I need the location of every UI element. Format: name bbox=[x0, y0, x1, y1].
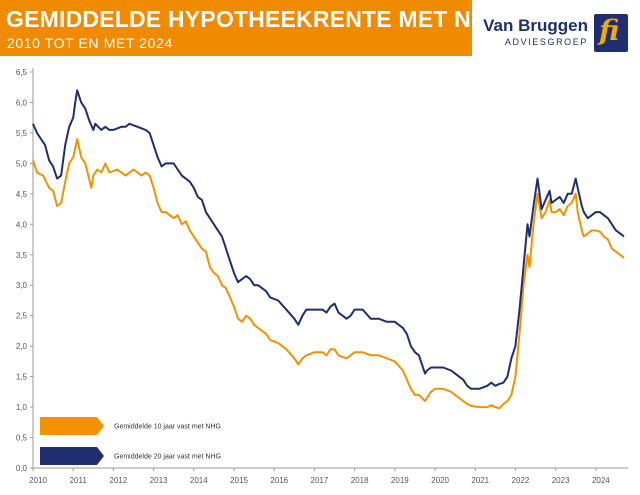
y-tick-label: 3,0 bbox=[16, 281, 28, 290]
x-tick-label: 2023 bbox=[552, 476, 570, 485]
y-tick-label: 1,0 bbox=[16, 403, 28, 412]
brand-block: Van Bruggen ADVIESGROEP bbox=[482, 16, 590, 48]
y-tick-label: 2,5 bbox=[16, 312, 28, 321]
x-tick-label: 2010 bbox=[29, 476, 47, 485]
y-tick-label: 6,5 bbox=[16, 68, 28, 77]
x-tick-label: 2018 bbox=[351, 476, 369, 485]
x-tick-label: 2014 bbox=[190, 476, 208, 485]
title-banner: GEMIDDELDE HYPOTHEEKRENTE MET NHG 2010 T… bbox=[0, 0, 506, 56]
x-tick-label: 2013 bbox=[150, 476, 168, 485]
x-tick-label: 2021 bbox=[471, 476, 489, 485]
legend-swatch bbox=[40, 417, 104, 435]
y-tick-label: 4,5 bbox=[16, 190, 28, 199]
x-tick-label: 2019 bbox=[391, 476, 409, 485]
x-tick-label: 2017 bbox=[311, 476, 329, 485]
series-line-20-jaar bbox=[32, 89, 625, 390]
page-title: GEMIDDELDE HYPOTHEEKRENTE MET NHG bbox=[6, 6, 506, 32]
x-tick-label: 2012 bbox=[110, 476, 128, 485]
x-tick-label: 2024 bbox=[592, 476, 610, 485]
y-tick-label: 4,0 bbox=[16, 220, 28, 229]
brand-tagline: ADVIESGROEP bbox=[504, 37, 588, 47]
y-tick-label: 5,0 bbox=[16, 159, 28, 168]
x-axis-ticks: 2010 2011 2012 2013 2014 2015 2016 2017 2018 2019… bbox=[29, 468, 610, 485]
series-line-10-jaar bbox=[32, 138, 625, 410]
y-tick-label: 3,5 bbox=[16, 251, 28, 260]
brand-logo-icon: fi bbox=[594, 14, 628, 52]
brand-logo-text: fi bbox=[599, 14, 620, 47]
y-tick-label: 6,0 bbox=[16, 98, 28, 107]
x-tick-label: 2015 bbox=[230, 476, 248, 485]
y-tick-label: 5,5 bbox=[16, 129, 28, 138]
y-tick-label: 2,0 bbox=[16, 342, 28, 351]
brand-name: Van Bruggen bbox=[483, 16, 588, 35]
y-tick-label: 1,5 bbox=[16, 373, 28, 382]
chart-axes bbox=[32, 68, 628, 469]
y-axis-ticks: 0,0 0,5 1,0 1,5 2,0 2,5 3,0 3,5 4,0 4,5 5,0 5,5 6,0 6… bbox=[16, 68, 33, 473]
page-subtitle: 2010 TOT EN MET 2024 bbox=[7, 35, 173, 51]
legend-label: Gemiddelde 20 jaar vast met NHG bbox=[114, 454, 221, 461]
x-tick-label: 2016 bbox=[270, 476, 288, 485]
x-tick-label: 2011 bbox=[70, 476, 88, 485]
y-tick-label: 0,5 bbox=[16, 434, 28, 443]
x-tick-label: 2020 bbox=[431, 476, 449, 485]
legend-swatch bbox=[40, 447, 104, 465]
x-tick-label: 2022 bbox=[512, 476, 530, 485]
chart-series bbox=[32, 89, 625, 410]
y-tick-label: 0,0 bbox=[16, 464, 28, 473]
legend-label: Gemiddelde 10 jaar vast met NHG bbox=[114, 424, 221, 431]
chart-legend: Gemiddelde 10 jaar vast met NHG Gemiddeld… bbox=[40, 417, 221, 465]
